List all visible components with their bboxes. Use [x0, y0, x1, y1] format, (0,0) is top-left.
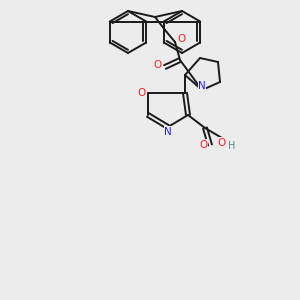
Text: O: O: [178, 34, 186, 44]
Text: H: H: [228, 141, 236, 151]
Text: O: O: [199, 140, 207, 150]
Text: O: O: [153, 60, 161, 70]
Text: N: N: [164, 127, 172, 137]
Text: O: O: [218, 138, 226, 148]
Text: N: N: [198, 81, 206, 91]
Text: O: O: [137, 88, 145, 98]
